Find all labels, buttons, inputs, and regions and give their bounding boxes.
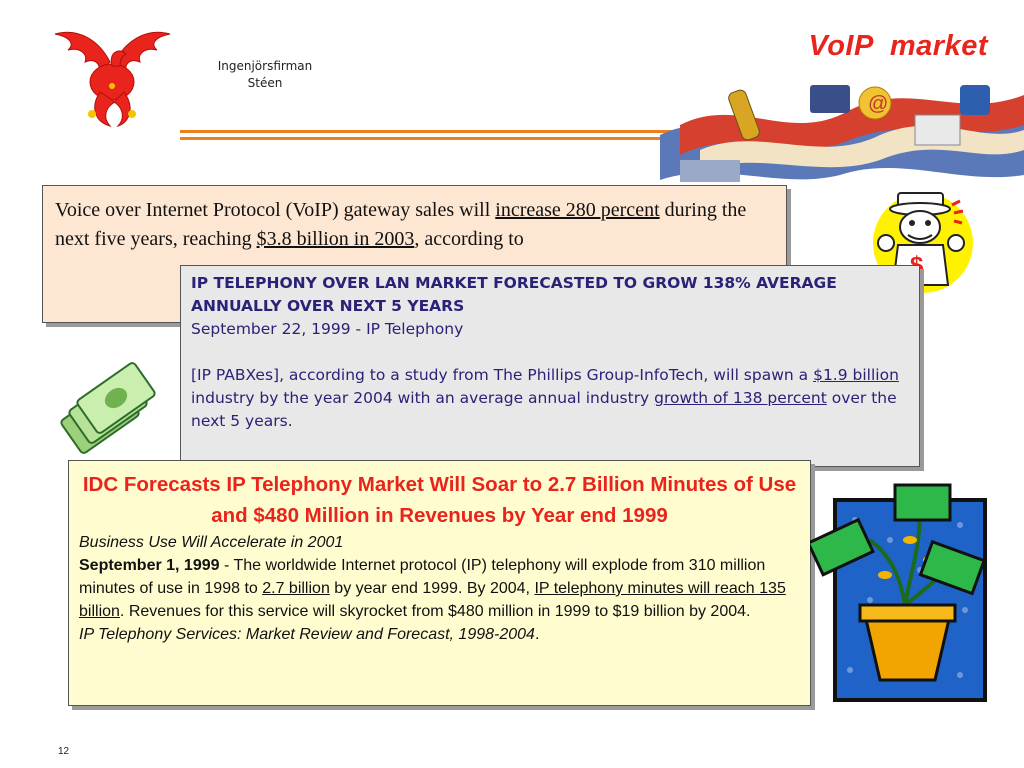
idc-link-billion[interactable]: 2.7 billion	[262, 580, 330, 597]
idc-text-3: . Revenues for this service will skyrock…	[119, 603, 751, 620]
header-rule-bottom	[180, 137, 780, 140]
lan-market-body: [IP PABXes], according to a study from T…	[191, 364, 909, 433]
lan-link-billion[interactable]: $1.9 billion	[813, 366, 899, 384]
header-rule-top	[180, 130, 780, 133]
gateway-text-1: Voice over Internet Protocol (VoIP) gate…	[55, 199, 496, 221]
gateway-text-2: during the next five years, reaching	[55, 199, 747, 250]
lan-market-headline: IP TELEPHONY OVER LAN MARKET FORECASTED …	[191, 274, 837, 315]
lan-text-1: [IP PABXes], according to a study from T…	[191, 366, 814, 384]
lan-market-article: IP TELEPHONY OVER LAN MARKET FORECASTED …	[180, 265, 920, 467]
idc-source-title: IP Telephony Services: Market Review and…	[79, 626, 535, 643]
svg-text:@: @	[868, 93, 888, 115]
idc-source-end: .	[534, 626, 540, 643]
idc-text-1: - The worldwide Internet protocol (IP) t…	[79, 557, 766, 597]
idc-source: IP Telephony Services: Market Review and…	[79, 623, 800, 646]
lan-text-3: over the next 5 years.	[191, 389, 897, 430]
idc-link-minutes[interactable]: IP telephony minutes will reach 135 bill…	[79, 580, 786, 620]
lan-link-growth[interactable]: growth of 138 percent	[654, 389, 827, 407]
telecom-montage-icon: @	[660, 85, 1024, 182]
idc-subhead: Business Use Will Accelerate in 2001	[79, 534, 344, 551]
page-title: VoIP market	[808, 30, 988, 62]
lan-text-2: industry by the year 2004 with an averag…	[191, 389, 655, 407]
company-name-line2: Stéen	[247, 76, 283, 90]
dragon-logo-icon	[54, 31, 171, 128]
idc-headline: IDC Forecasts IP Telephony Market Will S…	[82, 473, 797, 527]
gateway-text-3: , according to	[414, 228, 524, 250]
lan-market-dateline: September 22, 1999 - IP Telephony	[191, 320, 464, 338]
idc-forecast-article: IDC Forecasts IP Telephony Market Will S…	[68, 460, 811, 706]
idc-text-2: by year end 1999. By 2004,	[329, 580, 535, 597]
idc-body: September 1, 1999 - The worldwide Intern…	[79, 554, 800, 623]
company-name: Ingenjörsfirman Stéen	[205, 58, 325, 92]
gateway-link-increase[interactable]: increase 280 percent	[495, 199, 660, 221]
idc-date: September 1, 1999	[79, 557, 220, 574]
money-plant-icon	[810, 483, 987, 702]
money-stack-icon	[60, 362, 156, 454]
company-name-line1: Ingenjörsfirman	[217, 59, 313, 73]
gateway-link-billion[interactable]: $3.8 billion in 2003	[256, 228, 415, 250]
page-number: 12	[58, 746, 70, 757]
